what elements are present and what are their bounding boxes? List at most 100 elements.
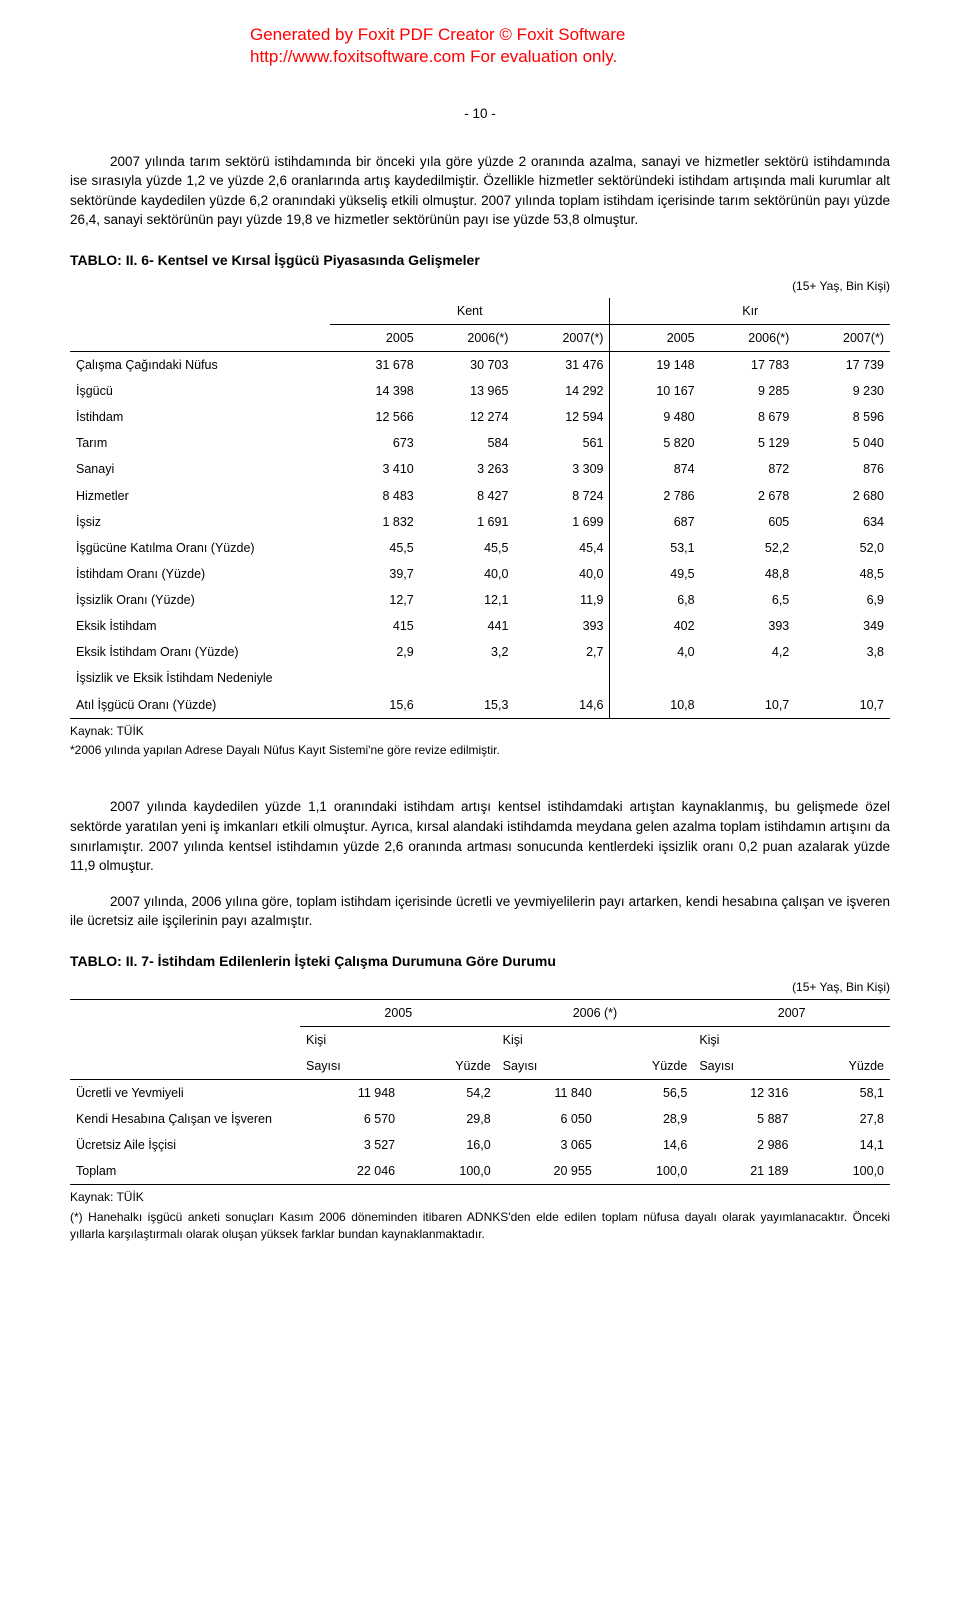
cell: 12,7 (330, 587, 420, 613)
row-label: İstihdam Oranı (Yüzde) (70, 561, 330, 587)
table6-body: Çalışma Çağındaki Nüfus31 67830 70331 47… (70, 351, 890, 718)
t7-s0c: Yüzde (401, 1053, 497, 1080)
cell: 13 965 (420, 378, 515, 404)
cell: 393 (514, 613, 610, 639)
cell: 6,9 (795, 587, 890, 613)
cell: 5 887 (693, 1106, 794, 1132)
table7: 2005 2006 (*) 2007 Kişi Kişi Kişi Sayısı… (70, 999, 890, 1186)
row-label: Kendi Hesabına Çalışan ve İşveren (70, 1106, 300, 1132)
cell: 11 948 (300, 1079, 401, 1106)
cell: 31 678 (330, 351, 420, 378)
table-row: İstihdam Oranı (Yüzde)39,740,040,049,548… (70, 561, 890, 587)
row-label: Ücretli ve Yevmiyeli (70, 1079, 300, 1106)
cell: 15,6 (330, 692, 420, 719)
cell: 28,9 (598, 1106, 694, 1132)
cell: 10 167 (610, 378, 701, 404)
cell: 27,8 (794, 1106, 890, 1132)
cell: 3,8 (795, 639, 890, 665)
cell: 40,0 (420, 561, 515, 587)
cell: 441 (420, 613, 515, 639)
row-label: İşsizlik Oranı (Yüzde) (70, 587, 330, 613)
table-row: İstihdam12 56612 27412 5949 4808 6798 59… (70, 404, 890, 430)
table-row: Toplam22 046100,020 955100,021 189100,0 (70, 1158, 890, 1185)
table-row: Ücretsiz Aile İşçisi3 52716,03 06514,62 … (70, 1132, 890, 1158)
cell: 100,0 (598, 1158, 694, 1185)
cell: 872 (701, 456, 796, 482)
page-number: - 10 - (70, 104, 890, 124)
cell: 6,8 (610, 587, 701, 613)
cell: 31 476 (514, 351, 610, 378)
t6-y1: 2006(*) (420, 324, 515, 351)
table-row: Kendi Hesabına Çalışan ve İşveren6 57029… (70, 1106, 890, 1132)
t6-y2: 2007(*) (514, 324, 610, 351)
t6-y0: 2005 (330, 324, 420, 351)
cell: 10,7 (701, 692, 796, 719)
cell (514, 665, 610, 691)
cell (610, 665, 701, 691)
table7-unit: (15+ Yaş, Bin Kişi) (70, 979, 890, 996)
cell: 4,0 (610, 639, 701, 665)
cell: 9 480 (610, 404, 701, 430)
cell: 8 679 (701, 404, 796, 430)
table-row: İşgücü14 39813 96514 29210 1679 2859 230 (70, 378, 890, 404)
cell: 12 594 (514, 404, 610, 430)
cell: 12 316 (693, 1079, 794, 1106)
table6-group-kent: Kent (330, 298, 610, 325)
cell: 19 148 (610, 351, 701, 378)
paragraph-2: 2007 yılında kaydedilen yüzde 1,1 oranın… (70, 797, 890, 875)
row-label: Eksik İstihdam Oranı (Yüzde) (70, 639, 330, 665)
cell: 17 783 (701, 351, 796, 378)
t7-s1c: Yüzde (598, 1053, 694, 1080)
cell: 12 274 (420, 404, 515, 430)
cell: 2,7 (514, 639, 610, 665)
cell: 6 050 (497, 1106, 598, 1132)
cell: 16,0 (401, 1132, 497, 1158)
cell: 5 040 (795, 430, 890, 456)
cell: 605 (701, 509, 796, 535)
cell: 17 739 (795, 351, 890, 378)
cell: 8 427 (420, 483, 515, 509)
row-label: Toplam (70, 1158, 300, 1185)
cell: 14,6 (598, 1132, 694, 1158)
row-label: Sanayi (70, 456, 330, 482)
cell: 29,8 (401, 1106, 497, 1132)
cell: 14 398 (330, 378, 420, 404)
cell: 30 703 (420, 351, 515, 378)
cell: 52,0 (795, 535, 890, 561)
cell: 100,0 (401, 1158, 497, 1185)
cell: 9 230 (795, 378, 890, 404)
cell: 2 678 (701, 483, 796, 509)
cell: 1 832 (330, 509, 420, 535)
cell: 45,5 (330, 535, 420, 561)
cell: 634 (795, 509, 890, 535)
t6-y4: 2006(*) (701, 324, 796, 351)
row-label: Atıl İşgücü Oranı (Yüzde) (70, 692, 330, 719)
cell: 8 596 (795, 404, 890, 430)
cell: 3 410 (330, 456, 420, 482)
table-row: Sanayi3 4103 2633 309874872876 (70, 456, 890, 482)
t7-s2a: Kişi (693, 1026, 794, 1053)
pdf-watermark: Generated by Foxit PDF Creator © Foxit S… (250, 24, 890, 68)
row-label: İstihdam (70, 404, 330, 430)
cell: 48,5 (795, 561, 890, 587)
cell: 8 724 (514, 483, 610, 509)
cell: 402 (610, 613, 701, 639)
cell: 1 691 (420, 509, 515, 535)
cell: 584 (420, 430, 515, 456)
cell: 687 (610, 509, 701, 535)
cell: 10,8 (610, 692, 701, 719)
cell: 10,7 (795, 692, 890, 719)
cell: 4,2 (701, 639, 796, 665)
cell: 45,5 (420, 535, 515, 561)
cell: 3,2 (420, 639, 515, 665)
cell: 3 309 (514, 456, 610, 482)
table-row: Eksik İstihdam415441393402393349 (70, 613, 890, 639)
cell: 5 129 (701, 430, 796, 456)
cell: 40,0 (514, 561, 610, 587)
cell: 673 (330, 430, 420, 456)
table-row: Atıl İşgücü Oranı (Yüzde)15,615,314,610,… (70, 692, 890, 719)
table-row: İşsiz1 8321 6911 699687605634 (70, 509, 890, 535)
cell: 21 189 (693, 1158, 794, 1185)
cell: 415 (330, 613, 420, 639)
table7-body: Ücretli ve Yevmiyeli11 94854,211 84056,5… (70, 1079, 890, 1185)
